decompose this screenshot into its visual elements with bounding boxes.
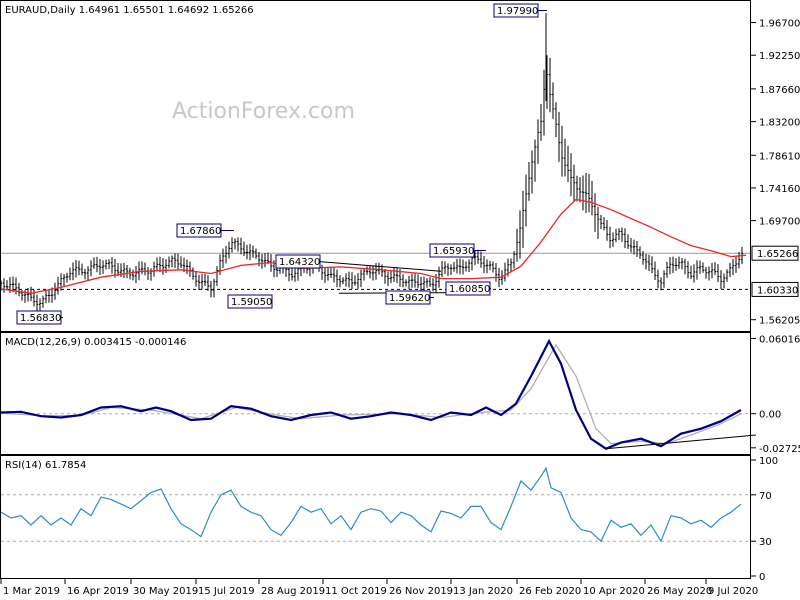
price-y-tick-label: 1.69700: [759, 217, 800, 228]
x-tick-label: 11 Oct 2019: [325, 586, 387, 597]
support-price-box: [751, 281, 799, 297]
x-axis: 1 Mar 2019 16 Apr 2019 30 May 2019 15 Jul 2…: [0, 579, 758, 597]
x-tick-label: 1 Mar 2019: [3, 586, 60, 597]
x-tick-label: 16 Apr 2019: [67, 586, 129, 597]
macd-line: [0, 338, 742, 450]
x-tick-label: 15 Jul 2019: [198, 586, 255, 597]
price-annotations: 1.97990 1.67860 1.64320 1.65930 1.59050 1.596…: [16, 3, 547, 325]
price-annotation-label: 1.65930: [433, 246, 474, 257]
price-panel-title: EURAUD,Daily 1.64961 1.65501 1.64692 1.6…: [5, 5, 254, 16]
upper-trendline: [300, 259, 442, 272]
price-level-lines: 1.65266 1.60330: [1, 245, 799, 297]
price-y-tick-label: 1.78610: [759, 151, 800, 162]
price-panel: ActionForex.com EURAUD,Daily 1.64961 1.6…: [0, 0, 800, 332]
rsi-panel: RSI(14) 61.7854 100 70 30 0: [0, 455, 778, 583]
rsi-y-axis: 100 70 30 0: [751, 456, 778, 583]
price-annotation-label: 1.67860: [180, 226, 221, 237]
price-y-tick-label: 1.56205: [759, 316, 800, 327]
price-annotation-label: 1.64320: [279, 257, 320, 268]
price-y-axis: 1.96700 1.92250 1.87660 1.83200 1.78610 1.741…: [751, 19, 800, 327]
rsi-y-tick-label: 30: [759, 537, 772, 548]
moving-average: [0, 198, 747, 294]
price-annotation-label: 1.59620: [389, 293, 430, 304]
support-price-label: 1.60330: [757, 285, 798, 296]
current-price-label: 1.65266: [757, 249, 798, 260]
x-tick-label: 30 May 2019: [133, 586, 198, 597]
x-tick-label: 10 Apr 2020: [583, 586, 645, 597]
price-y-tick-label: 1.96700: [759, 19, 800, 30]
rsi-y-tick-label: 100: [759, 456, 778, 467]
macd-panel-title: MACD(12,26,9) 0.003415 -0.000146: [5, 337, 186, 348]
macd-y-tick-label: 0.00: [759, 410, 781, 421]
macd-lines: [0, 338, 757, 450]
macd-y-axis: 0.060165 0.00 -0.02725: [751, 334, 800, 455]
x-tick-label: 26 Nov 2019: [389, 586, 453, 597]
rsi-y-tick-label: 70: [759, 491, 772, 502]
rsi-panel-title: RSI(14) 61.7854: [5, 460, 86, 471]
macd-trendline: [605, 434, 757, 450]
x-tick-label: 26 Feb 2020: [519, 586, 581, 597]
price-annotation-label: 1.59050: [231, 297, 272, 308]
x-tick-label: 13 Jan 2020: [453, 586, 513, 597]
x-tick-label: 9 Jul 2020: [708, 586, 758, 597]
price-annotation-label: 1.56830: [20, 313, 61, 324]
macd-y-tick-label: -0.02725: [759, 444, 800, 455]
rsi-lines: [0, 466, 750, 543]
price-y-tick-label: 1.74160: [759, 184, 800, 195]
x-tick-label: 26 May 2020: [647, 586, 712, 597]
x-tick-label: 28 Aug 2019: [261, 586, 325, 597]
sma-line: [0, 198, 747, 294]
macd-y-tick-label: 0.060165: [759, 334, 800, 345]
price-y-tick-label: 1.92250: [759, 51, 800, 62]
price-annotation-label: 1.97990: [497, 6, 538, 17]
watermark: ActionForex.com: [172, 99, 355, 124]
price-y-tick-label: 1.87660: [759, 85, 800, 96]
rsi-line: [0, 466, 742, 543]
rsi-y-tick-label: 0: [759, 572, 765, 583]
price-y-tick-label: 1.83200: [759, 118, 800, 129]
price-annotation-label: 1.60850: [449, 284, 490, 295]
current-price-box: [751, 245, 799, 261]
macd-panel: MACD(12,26,9) 0.003415 -0.000146 0.06016…: [0, 332, 800, 455]
